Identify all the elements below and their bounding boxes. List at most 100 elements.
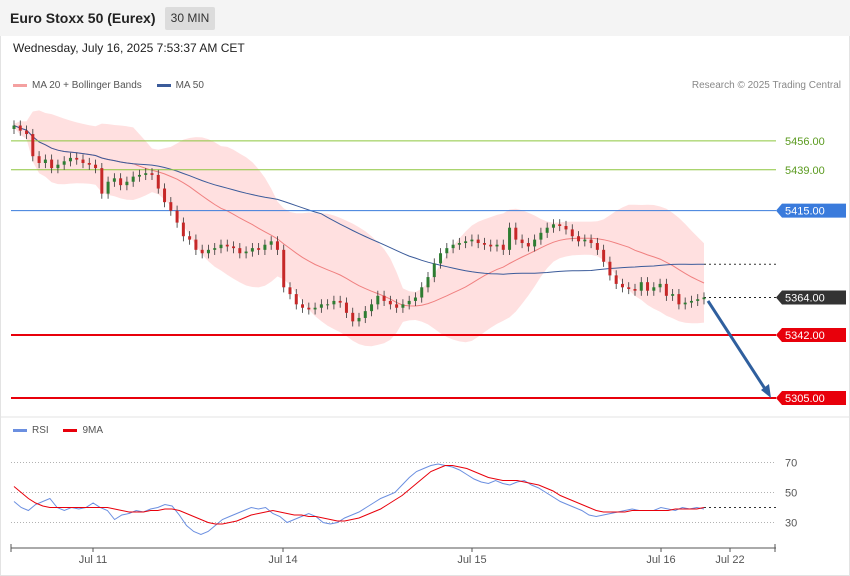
candle-body [445, 248, 449, 254]
chart-title: Euro Stoxx 50 (Eurex) [10, 10, 156, 26]
candle-body [169, 202, 173, 211]
candle-body [696, 299, 700, 301]
candle-body [263, 244, 267, 250]
timeframe-badge[interactable]: 30 MIN [165, 7, 215, 30]
ma20-swatch-icon [13, 83, 27, 87]
candle-body [457, 243, 461, 245]
price-legend: MA 20 + Bollinger Bands MA 50 [13, 80, 216, 91]
candle-body [50, 159, 54, 169]
x-tick-label: Jul 11 [79, 554, 108, 566]
rsi-legend: RSI 9MA [13, 425, 115, 436]
x-tick-label: Jul 22 [715, 554, 744, 566]
candle-body [558, 224, 562, 226]
rsi-tick-label: 30 [785, 518, 797, 530]
candle-body [357, 317, 361, 322]
candle-body [614, 275, 618, 284]
candle-body [25, 130, 29, 135]
candle-body [508, 227, 512, 250]
candle-body [351, 312, 355, 322]
level-tag-5342.00 [776, 327, 846, 342]
candle-body [620, 283, 624, 288]
candle-body [482, 243, 486, 245]
candle-body [144, 173, 148, 175]
candle-body [282, 249, 286, 288]
candle-body [652, 287, 656, 291]
forecast-arrow-head [761, 383, 771, 398]
level-label-5342.00: 5342.00 [785, 330, 825, 342]
candle-body [137, 174, 141, 177]
candle-body [275, 241, 279, 250]
candle-body [420, 287, 424, 298]
candle-body [545, 227, 549, 233]
legend-rsi: RSI [13, 425, 49, 436]
candle-body [501, 244, 505, 250]
legend-9ma: 9MA [63, 425, 103, 436]
candle-body [181, 222, 185, 237]
candle-body [62, 161, 66, 165]
level-label-5415.00: 5415.00 [785, 206, 825, 218]
candle-body [413, 297, 417, 301]
candle-body [401, 304, 405, 308]
candle-body [514, 227, 518, 240]
x-tick-label: Jul 15 [457, 554, 486, 566]
rsi-line [13, 463, 705, 536]
rsi-label: RSI [32, 425, 49, 436]
candle-body [106, 181, 110, 194]
ma50-label: MA 50 [175, 80, 204, 91]
rsi-tick-label: 70 [785, 458, 797, 470]
candle-body [307, 307, 311, 310]
candle-body [112, 178, 116, 182]
candle-body [495, 244, 499, 247]
level-label-5439.00: 5439.00 [785, 165, 825, 177]
candle-body [94, 164, 98, 169]
rsi-swatch-icon [13, 428, 27, 432]
candle-body [470, 239, 474, 242]
candle-body [658, 283, 662, 288]
candle-body [677, 294, 681, 305]
ma50-line [13, 125, 705, 275]
rsi-ma-label: 9MA [82, 425, 104, 436]
candle-body [43, 159, 47, 163]
x-tick-label: Jul 16 [646, 554, 675, 566]
candle-body [206, 249, 210, 254]
candle-body [31, 134, 35, 157]
candle-body [119, 178, 123, 186]
candle-body [332, 300, 336, 305]
candle-body [301, 304, 305, 308]
level-label-5364.00: 5364.00 [785, 293, 825, 305]
candle-body [363, 311, 367, 318]
candle-body [388, 300, 392, 305]
candle-body [451, 244, 455, 249]
candle-body [125, 181, 129, 186]
candle-body [156, 174, 160, 189]
candle-body [533, 239, 537, 247]
candle-body [577, 236, 581, 242]
candle-body [426, 277, 430, 288]
credit-label: Research © 2025 Trading Central [691, 80, 841, 91]
candle-body [319, 304, 323, 308]
level-label-5305.00: 5305.00 [785, 393, 825, 405]
level-tag-5305.00 [776, 390, 846, 405]
candle-body [539, 232, 543, 240]
candle-body [589, 239, 593, 244]
candle-body [326, 304, 330, 306]
datetime-label: Wednesday, July 16, 2025 7:53:37 AM CET [13, 41, 245, 55]
candle-body [12, 125, 16, 129]
candle-body [87, 163, 91, 165]
candle-body [639, 282, 643, 291]
x-tick-label: Jul 14 [268, 554, 297, 566]
candle-body [37, 156, 41, 163]
candle-body [376, 295, 380, 305]
level-tag-5415.00 [776, 203, 846, 218]
candle-body [583, 239, 587, 242]
candle-body [646, 282, 650, 291]
rsi-ma-line [13, 465, 705, 525]
candle-body [602, 249, 606, 262]
candle-body [476, 239, 480, 244]
level-tag-5364.00 [776, 290, 846, 305]
candle-body [150, 173, 154, 175]
candle-body [439, 253, 443, 264]
candle-body [175, 210, 179, 223]
candle-body [56, 164, 60, 169]
